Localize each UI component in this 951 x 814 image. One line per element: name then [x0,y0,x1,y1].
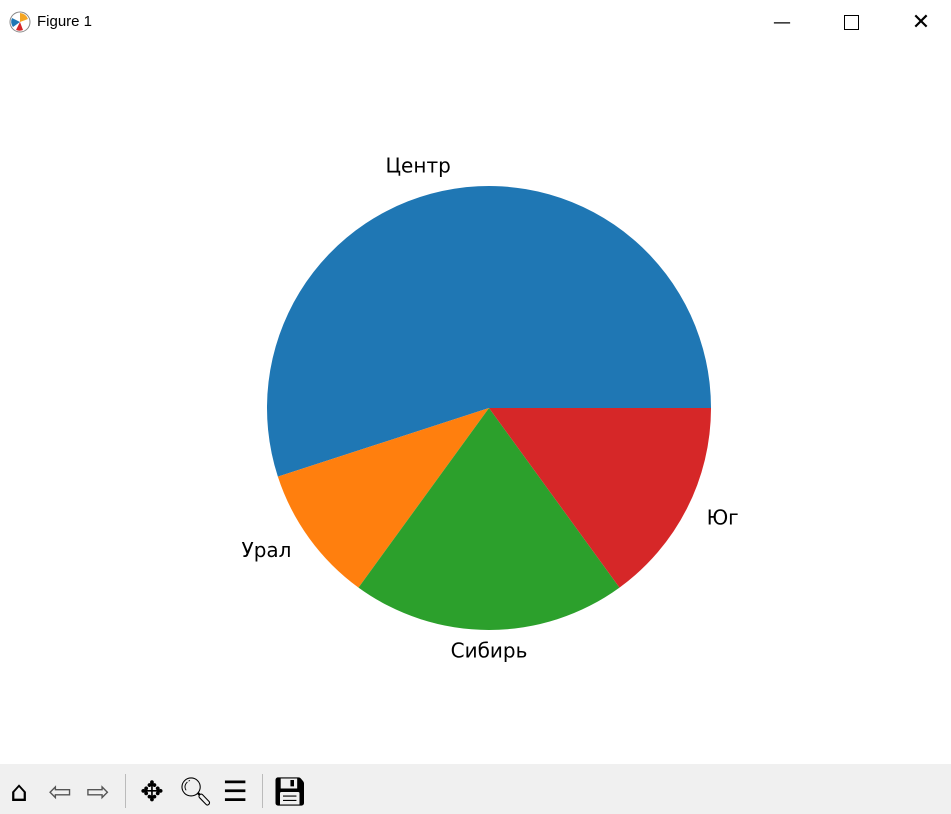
pie-slice-2 [358,408,620,631]
save-icon[interactable]: 💾︎ [272,775,308,808]
minimize-button[interactable]: — [773,11,791,33]
back-icon[interactable]: ⇦ [48,775,72,808]
pie-slice-1 [277,408,489,588]
matplotlib-logo-icon [9,11,31,33]
slice-label: Юг [707,505,739,529]
window-title: Figure 1 [37,13,93,30]
toolbar-separator [125,774,126,808]
title-bar: Figure 1 — ✕ [0,0,951,44]
pie-chart: Центр Урал Сибирь Юг [242,153,739,663]
pan-icon[interactable]: ✥ [140,775,164,808]
configure-subplots-icon[interactable]: ☰ [222,775,248,808]
navigation-toolbar: ⌂ ⇦ ⇨ ✥ 🔍︎ ☰ 💾︎ [0,764,951,814]
zoom-icon[interactable]: 🔍︎ [178,775,214,808]
slice-label: Сибирь [451,639,528,663]
pie-slice-0 [267,186,711,477]
toolbar-separator [262,774,263,808]
slice-label: Центр [386,153,451,177]
maximize-button[interactable] [828,0,874,44]
slice-label: Урал [242,538,292,562]
pie-slice-3 [489,408,711,588]
forward-icon[interactable]: ⇨ [86,775,110,808]
close-button[interactable]: ✕ [911,9,931,35]
home-icon[interactable]: ⌂ [10,775,28,808]
